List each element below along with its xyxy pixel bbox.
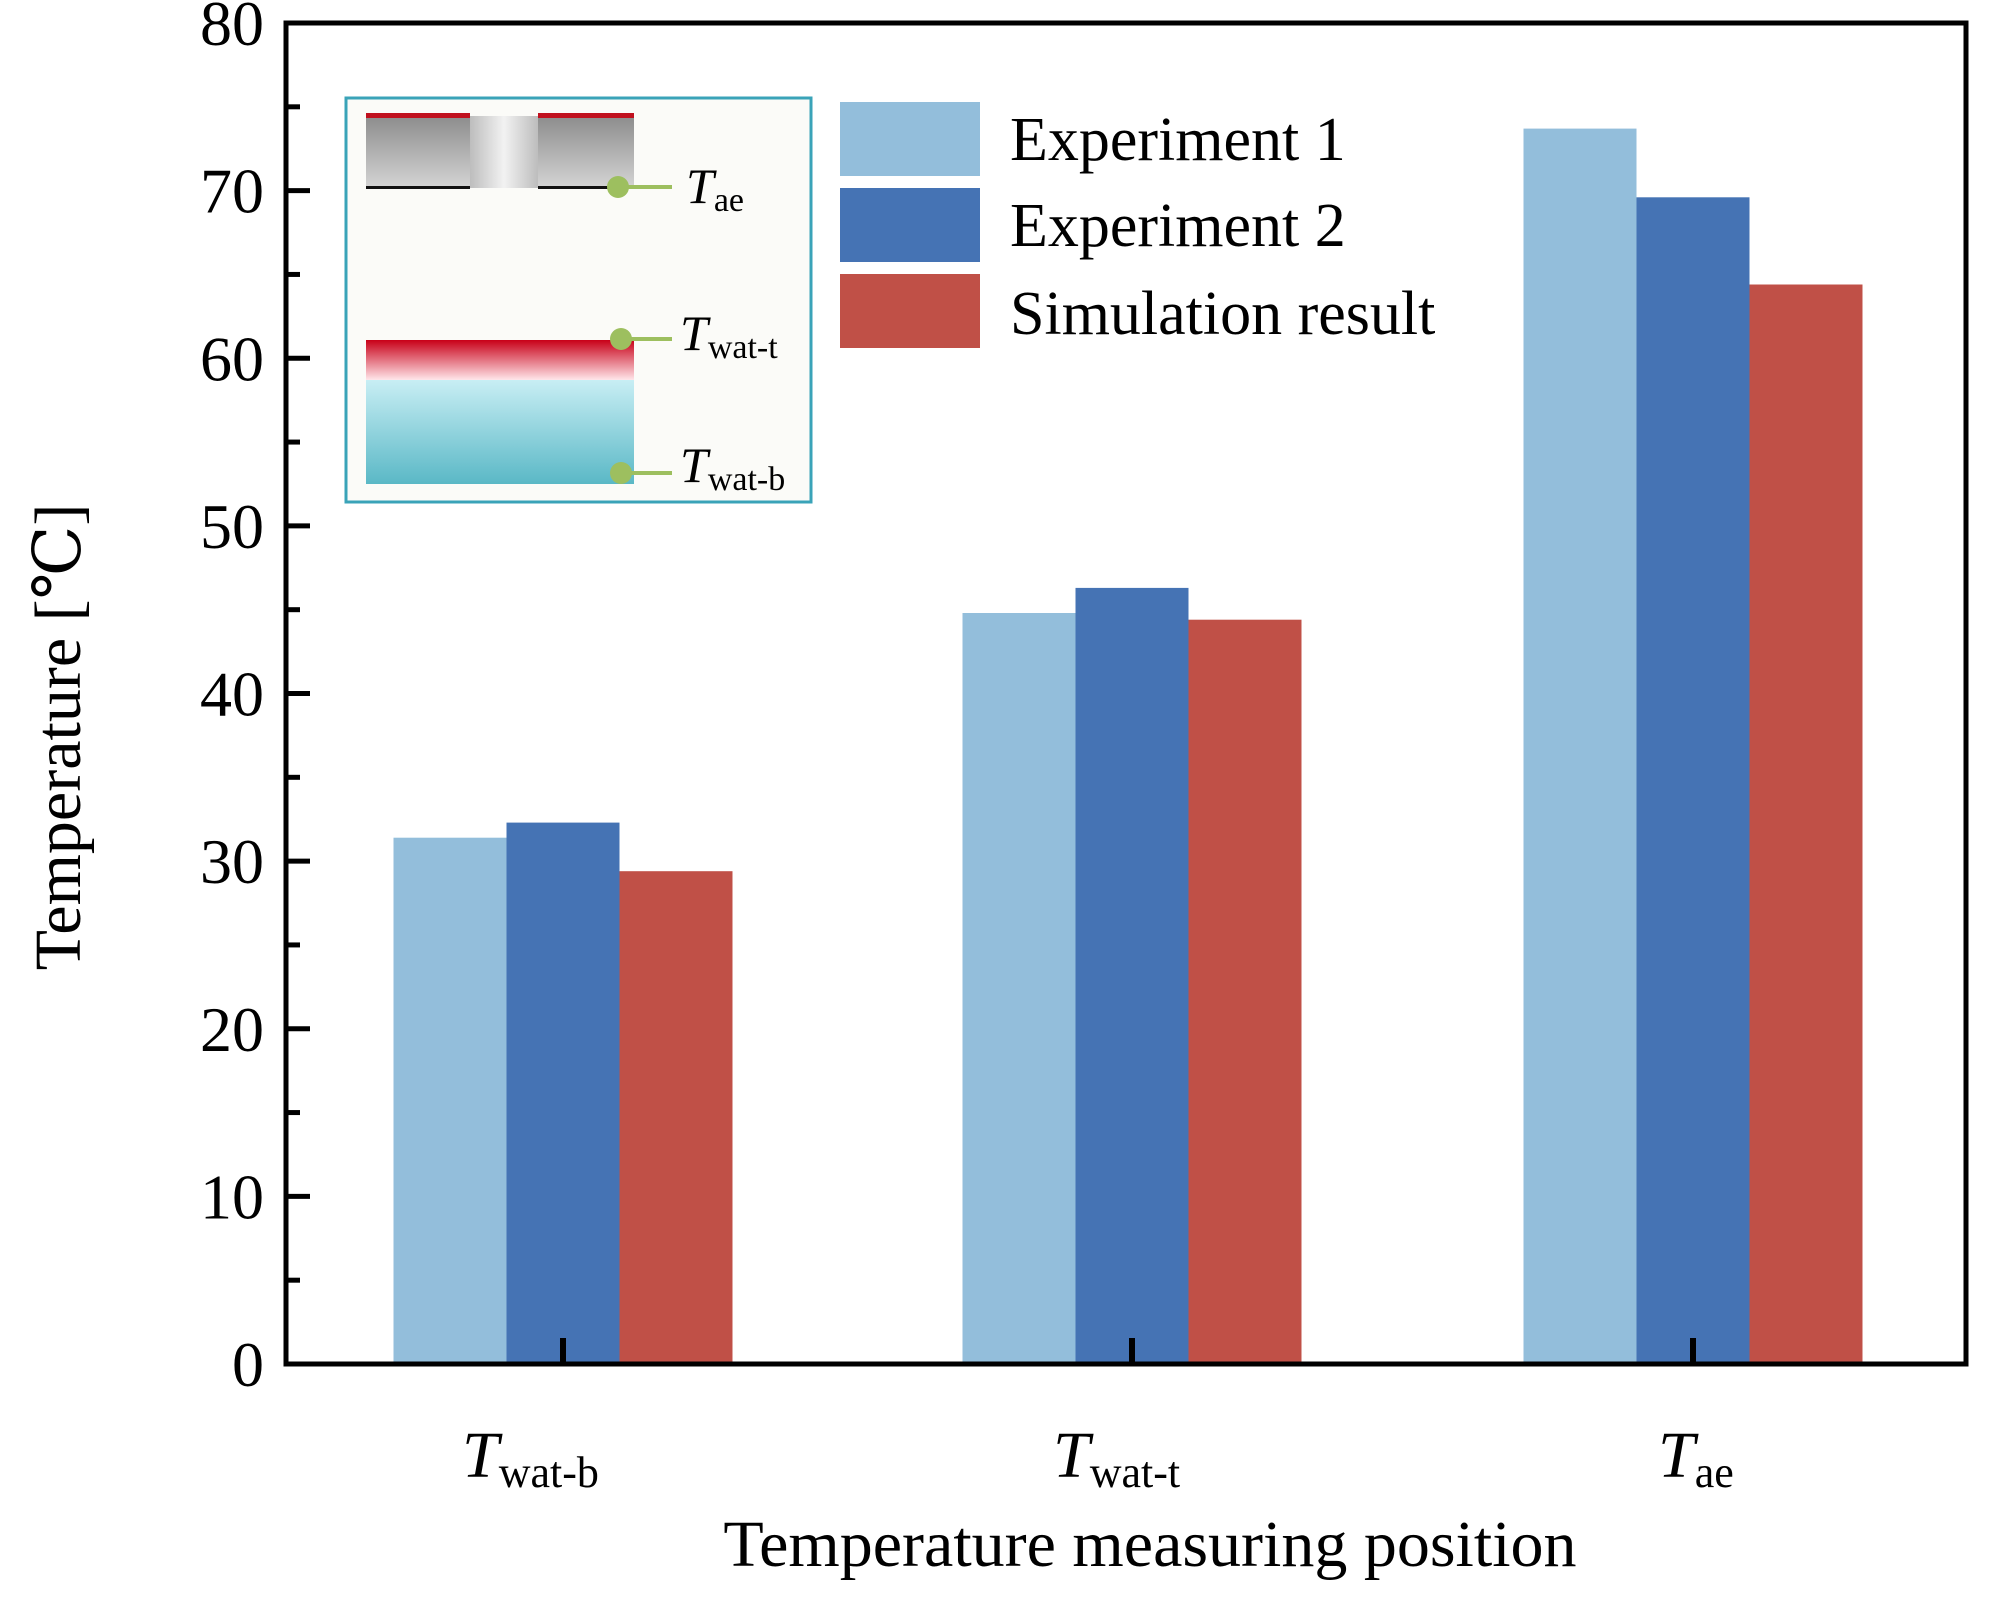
y-tick-label: 50: [200, 491, 264, 562]
bar-experiment-2-wat-t: [1075, 587, 1189, 1364]
inset-label-wat-b: Twat-b: [680, 437, 785, 498]
bar-experiment-1-wat-b: [393, 837, 507, 1364]
y-tick-label: 70: [200, 156, 264, 227]
legend-swatch-simulation-result: [840, 274, 980, 348]
axes-layer: 0 10 20 30 40 50 60 70 80: [200, 0, 1969, 1400]
legend-label-experiment-2: Experiment 2: [1010, 192, 1346, 260]
x-category-label-ae: Tae: [1658, 1419, 1734, 1497]
inset-schematic: Tae Twat-t Twat-b: [344, 96, 813, 504]
inset-gap: [470, 116, 538, 188]
y-tick-label: 60: [200, 323, 264, 394]
y-tick-label: 20: [200, 994, 264, 1065]
inset-label-ae: Tae: [686, 158, 744, 219]
inset-left-bottom-edge: [366, 186, 470, 189]
y-tick-label: 40: [200, 659, 264, 730]
x-axis-title: Temperature measuring position: [723, 1508, 1576, 1581]
legend: Experiment 1 Experiment 2 Simulation res…: [840, 102, 1435, 348]
y-tick-label: 80: [200, 0, 264, 59]
inset-marker-ae: [607, 176, 629, 198]
legend-label-simulation-result: Simulation result: [1010, 280, 1435, 348]
y-tick-label: 10: [200, 1161, 264, 1232]
bar-experiment-1-ae: [1523, 128, 1637, 1365]
bar-experiment-2-wat-b: [506, 822, 620, 1364]
legend-swatch-experiment-1: [840, 102, 980, 176]
inset-left-block: [366, 116, 470, 188]
y-tick-label: 30: [200, 826, 264, 897]
inset-right-bottom-edge: [538, 186, 634, 189]
inset-marker-wat-b: [610, 462, 632, 484]
legend-label-experiment-1: Experiment 1: [1010, 106, 1346, 174]
inset-label-wat-t: Twat-t: [680, 305, 778, 366]
y-tick-label: 0: [232, 1329, 264, 1400]
bar-simulation-result-ae: [1749, 284, 1863, 1364]
inset-marker-wat-t: [610, 328, 632, 350]
bars-layer: [393, 128, 1863, 1365]
x-category-label-wat-t: Twat-t: [1053, 1419, 1180, 1497]
x-category-label-wat-b: Twat-b: [462, 1419, 599, 1497]
inset-water-layer: [366, 380, 634, 484]
inset-right-top-strip: [538, 113, 634, 118]
inset-left-top-strip: [366, 113, 470, 118]
inset-red-layer: [366, 340, 634, 380]
y-axis-title: Temperature [℃]: [22, 504, 95, 971]
bar-experiment-1-wat-t: [962, 613, 1076, 1364]
bar-experiment-2-ae: [1636, 197, 1750, 1364]
legend-swatch-experiment-2: [840, 188, 980, 262]
bar-simulation-result-wat-t: [1188, 619, 1302, 1364]
bar-simulation-result-wat-b: [619, 871, 733, 1364]
